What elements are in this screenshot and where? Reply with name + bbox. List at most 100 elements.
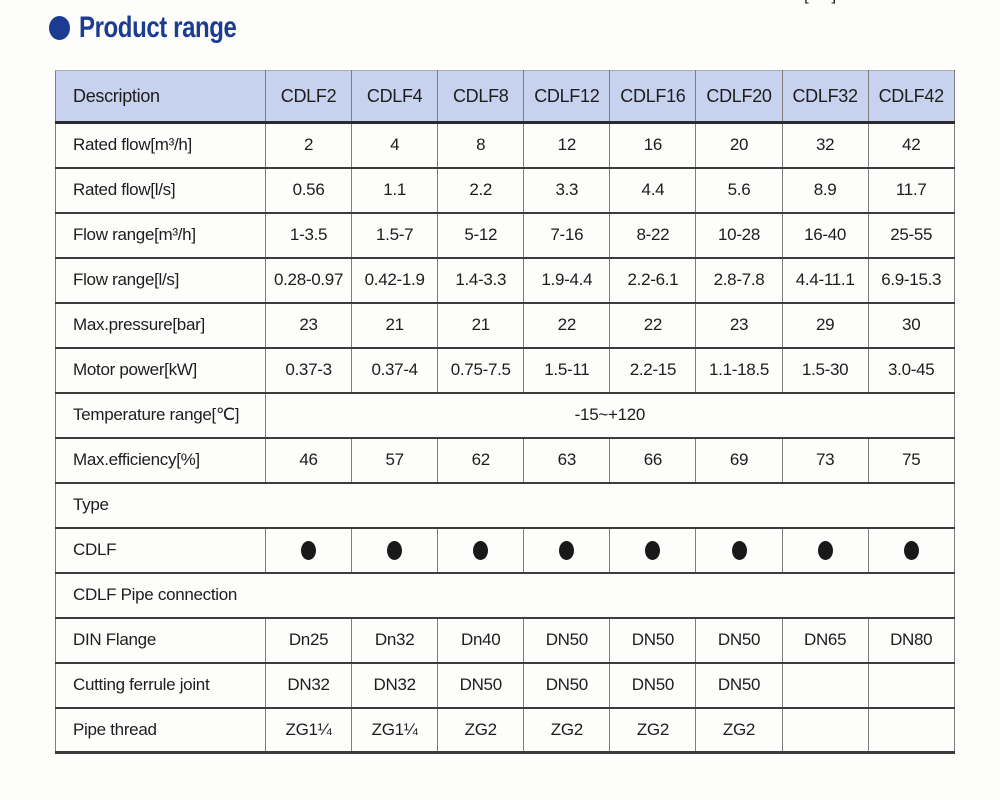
col-header-cdlf8: CDLF8 [437, 70, 525, 124]
table-row: CDLF Pipe connection [55, 571, 955, 619]
value-cell: 8.9 [781, 166, 869, 214]
table-row: Flow range[l/s] 0.28-0.97 0.42-1.9 1.4-3.3 1… [55, 256, 955, 304]
row-label: CDLF [55, 526, 266, 574]
availability-cell [695, 526, 783, 574]
value-cell: 25-55 [867, 211, 955, 259]
value-cell [867, 706, 955, 754]
value-cell: 1.1 [351, 166, 439, 214]
value-cell: 0.37-4 [351, 346, 439, 394]
value-cell: 12 [523, 121, 611, 169]
value-cell: Dn32 [351, 616, 439, 664]
col-header-cdlf32: CDLF32 [781, 70, 869, 124]
dot-icon [645, 541, 661, 560]
value-cell: ZG2 [523, 706, 611, 754]
value-cell: DN65 [781, 616, 869, 664]
value-cell: 1.1-18.5 [695, 346, 783, 394]
value-cell: 0.28-0.97 [264, 256, 353, 304]
value-cell: DN50 [523, 661, 611, 709]
value-cell: DN50 [523, 616, 611, 664]
value-cell: 29 [781, 301, 869, 349]
dot-icon [731, 541, 747, 560]
row-label: Motor power[kW] [55, 346, 266, 394]
availability-cell [437, 526, 525, 574]
value-cell: 2.2 [437, 166, 525, 214]
value-cell: 16 [609, 121, 697, 169]
value-cell: 73 [781, 436, 869, 484]
availability-cell [781, 526, 869, 574]
value-cell: DN50 [437, 661, 525, 709]
header-row: Description CDLF2 CDLF4 CDLF8 CDLF12 CDLF16 CD… [55, 70, 955, 124]
availability-cell [523, 526, 611, 574]
row-label: CDLF Pipe connection [55, 571, 955, 619]
value-cell: 69 [695, 436, 783, 484]
row-label: Rated flow[m³/h] [55, 121, 266, 169]
value-cell: ZG2 [695, 706, 783, 754]
value-cell: 1.5-7 [351, 211, 439, 259]
value-cell: 4.4-11.1 [781, 256, 869, 304]
col-header-cdlf16: CDLF16 [609, 70, 697, 124]
table-row: Rated flow[l/s] 0.56 1.1 2.2 3.3 4.4 5.6 8.9 11.… [55, 166, 955, 214]
row-label: Rated flow[l/s] [55, 166, 266, 214]
value-cell: 75 [867, 436, 955, 484]
value-cell: 21 [351, 301, 439, 349]
page-title-text: Product range [79, 11, 237, 44]
value-cell: 22 [523, 301, 611, 349]
col-header-cdlf42: CDLF42 [867, 70, 955, 124]
availability-cell [351, 526, 439, 574]
value-cell: 57 [351, 436, 439, 484]
value-cell: 22 [609, 301, 697, 349]
value-cell: 1.9-4.4 [523, 256, 611, 304]
value-cell: 20 [695, 121, 783, 169]
value-cell: 16-40 [781, 211, 869, 259]
merged-value-cell: -15~+120 [265, 391, 955, 439]
value-cell: 32 [781, 121, 869, 169]
value-cell: 2.2-15 [609, 346, 697, 394]
table-row: Cutting ferrule joint DN32 DN32 DN50 DN50 DN5… [55, 661, 955, 709]
row-label: Type [55, 481, 955, 529]
bullet-icon [49, 16, 70, 40]
availability-cell [609, 526, 697, 574]
value-cell: 6.9-15.3 [867, 256, 955, 304]
value-cell: 1.5-30 [781, 346, 869, 394]
table-row: Max.efficiency[%] 46 57 62 63 66 69 73 75 [55, 436, 955, 484]
table-header: Description CDLF2 CDLF4 CDLF8 CDLF12 CDLF16 CD… [55, 70, 955, 124]
table-row: Rated flow[m³/h] 2 4 8 12 16 20 32 42 [55, 121, 955, 169]
value-cell: 62 [437, 436, 525, 484]
value-cell: Dn40 [437, 616, 525, 664]
row-label: Max.pressure[bar] [55, 301, 266, 349]
value-cell [867, 661, 955, 709]
value-cell: DN50 [695, 616, 783, 664]
table-body: Rated flow[m³/h] 2 4 8 12 16 20 32 42 Rated flow[… [55, 121, 955, 754]
value-cell [781, 706, 869, 754]
table-row: Type [55, 481, 955, 529]
value-cell: 8 [437, 121, 525, 169]
value-cell: 2.8-7.8 [695, 256, 783, 304]
col-header-description: Description [55, 70, 266, 124]
value-cell: 7-16 [523, 211, 611, 259]
cropped-text: [ ] [804, 0, 856, 5]
value-cell: ZG1¼ [351, 706, 439, 754]
availability-cell [867, 526, 955, 574]
value-cell: 1.4-3.3 [437, 256, 525, 304]
dot-icon [903, 541, 919, 560]
value-cell: 11.7 [867, 166, 955, 214]
value-cell: 0.75-7.5 [437, 346, 525, 394]
value-cell: 4.4 [609, 166, 697, 214]
value-cell: 3.3 [523, 166, 611, 214]
value-cell: 4 [351, 121, 439, 169]
value-cell: DN80 [867, 616, 955, 664]
value-cell: DN50 [609, 661, 697, 709]
dot-icon [473, 541, 489, 560]
table-row: Pipe thread ZG1¼ ZG1¼ ZG2 ZG2 ZG2 ZG2 [55, 706, 955, 754]
value-cell: 46 [264, 436, 353, 484]
table-row: Flow range[m³/h] 1-3.5 1.5-7 5-12 7-16 8-22 10… [55, 211, 955, 259]
row-label: DIN Flange [55, 616, 266, 664]
value-cell: ZG2 [437, 706, 525, 754]
value-cell: 23 [695, 301, 783, 349]
value-cell: 3.0-45 [867, 346, 955, 394]
value-cell: DN32 [264, 661, 353, 709]
row-label: Pipe thread [55, 706, 266, 754]
value-cell: 2.2-6.1 [609, 256, 697, 304]
dot-icon [559, 541, 575, 560]
row-label: Flow range[m³/h] [55, 211, 266, 259]
